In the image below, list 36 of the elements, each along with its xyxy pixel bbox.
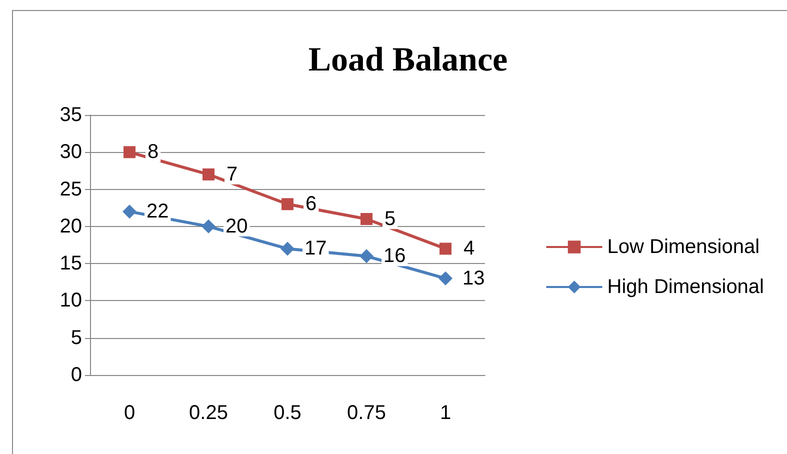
annotation: 5 (384, 208, 396, 230)
x-tick-label: 0.75 (347, 402, 386, 424)
point (438, 271, 452, 286)
y-tick-label: 10 (60, 290, 82, 312)
annotation: 6 (306, 193, 317, 216)
data-label: 22 (146, 200, 169, 223)
point (202, 219, 216, 234)
data-label: 20 (226, 215, 248, 238)
point (280, 242, 294, 256)
annotation: 8 (148, 141, 159, 164)
x-tick-label: 0 (124, 402, 136, 424)
data-label: 16 (384, 245, 406, 268)
legend-label: High Dimensional (607, 276, 764, 298)
point (122, 204, 136, 219)
y-tick-label: 20 (60, 215, 82, 238)
x-tick-label: 0.5 (274, 402, 302, 424)
point (124, 146, 136, 158)
annotation: 4 (464, 238, 475, 260)
legend-label: Low Dimensional (607, 236, 760, 258)
point (282, 198, 294, 210)
point (360, 249, 374, 264)
point (202, 168, 214, 180)
x-tick-label: 0.25 (189, 402, 228, 424)
point (440, 242, 452, 255)
point (360, 213, 372, 225)
y-tick-label: 0 (70, 364, 82, 386)
annotation: 7 (226, 163, 238, 186)
y-tick-label: 15 (60, 252, 82, 275)
data-label: 17 (304, 238, 327, 260)
data-label: 13 (462, 267, 485, 290)
chart-title: Load Balance (308, 42, 508, 78)
y-tick-label: 35 (60, 104, 82, 126)
y-tick-label: 30 (60, 141, 82, 164)
y-tick-label: 25 (60, 178, 82, 200)
x-tick-label: 1 (440, 402, 452, 424)
y-tick-label: 5 (70, 326, 82, 349)
